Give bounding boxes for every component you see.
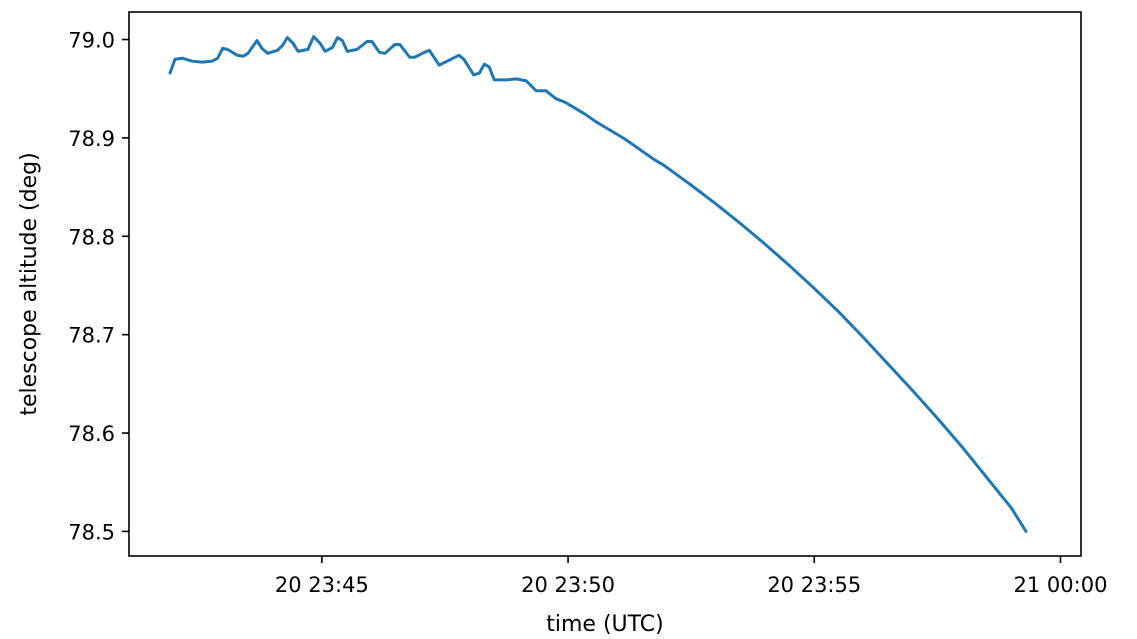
y-tick-label: 78.9 (68, 127, 115, 151)
y-tick-label: 78.7 (68, 324, 115, 348)
y-axis: 78.5 78.6 78.7 78.8 78.9 79.0 (68, 29, 129, 544)
y-tick-label: 78.5 (68, 520, 115, 544)
y-tick-label: 78.8 (68, 225, 115, 249)
plot-area (168, 35, 1028, 533)
x-axis-label: time (UTC) (546, 612, 663, 637)
series-line (168, 35, 1028, 533)
x-axis: 20 23:45 20 23:50 20 23:55 21 00:00 (275, 556, 1108, 597)
axes-frame (128, 11, 1082, 557)
y-axis-label: telescope altitude (deg) (17, 152, 42, 415)
x-tick-label: 20 23:50 (521, 573, 615, 597)
y-tick-label: 78.6 (68, 422, 115, 446)
x-tick-label: 21 00:00 (1014, 573, 1108, 597)
x-tick-label: 20 23:55 (767, 573, 861, 597)
x-tick-label: 20 23:45 (275, 573, 369, 597)
y-tick-label: 79.0 (68, 29, 115, 53)
